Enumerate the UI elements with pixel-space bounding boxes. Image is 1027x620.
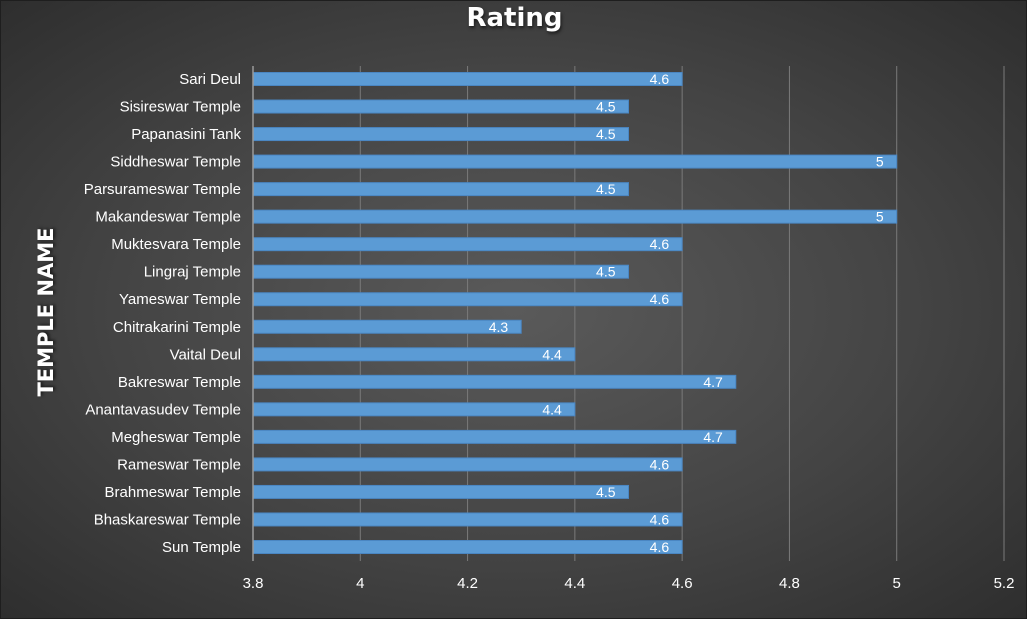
category-label: Lingraj Temple [144,264,241,281]
data-label: 4.6 [650,456,670,472]
category-label: Sun Temple [162,539,241,556]
data-label: 4.5 [596,126,616,142]
data-label: 4.3 [489,319,509,335]
category-label: Rameswar Temple [117,456,241,473]
x-tick-label: 3.8 [243,575,264,592]
data-label: 4.5 [596,181,616,197]
bar [252,127,629,142]
bar [252,457,683,472]
data-label: 4.6 [650,539,670,555]
bar [252,540,683,554]
data-label: 4.6 [650,71,670,87]
bar [252,484,629,499]
category-label: Chitrakarini Temple [113,319,241,336]
bar [252,182,629,197]
data-label: 4.7 [703,374,723,390]
category-label: Muktesvara Temple [111,236,241,253]
data-label: 4.7 [703,429,723,445]
category-label: Parsurameswar Temple [84,181,241,198]
x-tick-label: 5.2 [994,575,1015,592]
data-label: 5 [876,209,884,225]
x-tick-label: 4.4 [564,575,585,592]
bar [252,319,522,334]
category-label: Makandeswar Temple [95,209,241,226]
bar [252,402,576,417]
x-tick-label: 4.8 [779,575,800,592]
x-tick-label: 4.6 [672,575,693,592]
bar [252,154,898,169]
bar [252,237,683,252]
category-label: Vaital Deul [170,346,241,363]
category-label: Anantavasudev Temple [85,401,241,418]
category-label: Sisireswar Temple [120,99,241,116]
x-tick-label: 5 [893,575,901,592]
data-label: 4.5 [596,99,616,115]
category-label: Bhaskareswar Temple [94,511,241,528]
x-tick-label: 4.2 [457,575,478,592]
bar [252,429,737,444]
data-label: 4.6 [650,291,670,307]
data-label: 4.6 [650,511,670,527]
category-label: Yameswar Temple [119,291,241,308]
data-label: 4.5 [596,484,616,500]
category-label: Bakreswar Temple [118,374,241,391]
bar [252,292,683,307]
data-label: 5 [876,154,884,170]
bar [252,512,683,527]
data-label: 4.5 [596,264,616,280]
data-label: 4.4 [542,346,562,362]
category-label: Megheswar Temple [111,429,241,446]
x-tick-label: 4 [356,575,364,592]
bar [252,264,629,279]
category-label: Siddheswar Temple [110,154,241,171]
category-label: Papanasini Tank [131,126,241,143]
bar [252,209,898,224]
bar [252,99,629,114]
data-label: 4.6 [650,236,670,252]
bar [252,374,737,389]
category-label: Sari Deul [179,71,241,88]
bar [252,72,683,86]
chart-title: Rating [466,3,563,33]
bar [252,347,576,362]
category-label: Brahmeswar Temple [105,484,241,501]
data-label: 4.4 [542,401,562,417]
